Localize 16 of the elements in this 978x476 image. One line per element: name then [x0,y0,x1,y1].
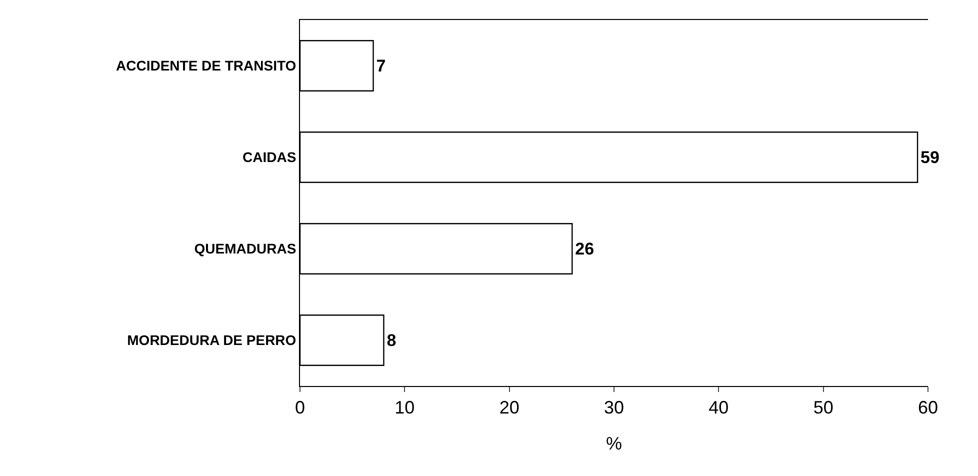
x-tick-label: 40 [708,398,729,418]
x-tick-label: 20 [499,398,520,418]
x-tick-label: 50 [813,398,834,418]
y-tick-label: MORDEDURA DE PERRO [127,332,296,348]
data-label: 26 [575,239,594,258]
y-tick-label: QUEMADURAS [194,240,296,257]
data-label: 59 [920,148,940,167]
x-axis-title: % [606,434,622,454]
y-tick-label: ACCIDENTE DE TRANSITO [116,58,296,74]
x-tick-label: 0 [294,398,306,418]
data-label: 7 [376,56,386,76]
data-label: 8 [386,330,396,350]
y-tick-label: CAIDAS [242,149,296,166]
x-tick-label: 60 [918,398,938,418]
x-tick-label: 10 [394,398,415,418]
x-tick-label: 30 [604,398,624,418]
